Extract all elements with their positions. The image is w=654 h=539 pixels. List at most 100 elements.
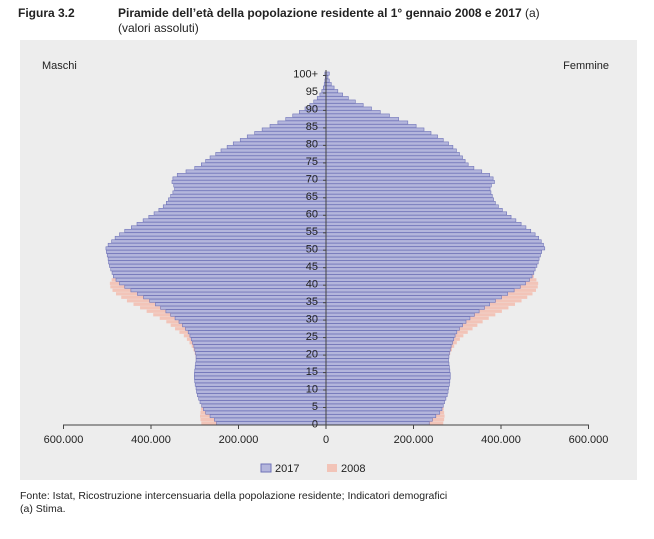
bar-2017-female-age-8: [325, 393, 448, 398]
bar-2017-male-age-68: [173, 183, 327, 188]
figure-title-note-marker: (a): [524, 6, 540, 20]
bar-2017-female-age-65: [325, 194, 493, 198]
bar-2017-female-age-23: [325, 340, 453, 345]
bar-2017-female-age-97: [325, 82, 332, 87]
bar-2017-female-age-93: [325, 96, 349, 100]
bar-2017-female-age-7: [325, 396, 447, 401]
figure-number: Figura 3.2: [18, 6, 75, 20]
bar-2017-female-age-44: [325, 267, 536, 272]
bar-2017-male-age-22: [193, 344, 327, 349]
chart-legend: 2017 2008: [260, 463, 365, 475]
bar-2017-male-age-43: [111, 270, 327, 275]
age-tick-label: 75: [306, 156, 318, 168]
legend-swatch-2008: [327, 464, 337, 472]
bar-2017-female-age-72: [325, 169, 483, 174]
bar-2017-female-age-18: [325, 358, 449, 363]
bar-2017-female-age-79: [325, 145, 454, 149]
legend-swatch-2017: [260, 463, 272, 473]
bar-2017-male-age-48: [106, 253, 327, 258]
bar-2017-male-age-37: [137, 291, 327, 296]
bar-2017-female-age-1: [325, 417, 433, 422]
bar-2017-female-age-66: [325, 190, 492, 195]
figure-subtitle: (valori assoluti): [118, 21, 199, 35]
bar-2017-female-age-15: [325, 368, 451, 373]
bar-2017-female-age-35: [325, 298, 496, 303]
age-tick-label: 20: [306, 348, 318, 360]
bar-2017-female-age-30: [325, 316, 471, 321]
bar-2017-female-age-74: [325, 162, 469, 167]
bar-2017-female-age-85: [325, 124, 417, 128]
bar-2017-female-age-59: [325, 215, 512, 219]
bar-2017-male-age-55: [124, 228, 327, 233]
series-2017-bars: [105, 71, 546, 426]
bar-2017-male-age-56: [131, 225, 327, 230]
bar-2017-female-age-17: [325, 361, 450, 366]
bar-2017-female-age-95: [325, 89, 339, 93]
bar-2017-male-age-35: [149, 298, 327, 303]
bar-2017-female-age-58: [325, 218, 517, 223]
bar-2017-female-age-22: [325, 344, 452, 349]
bar-2017-female-age-63: [325, 201, 496, 205]
x-tick-label: 200.000: [394, 434, 434, 446]
figure-title-text: Piramide dell’età della popolazione resi…: [118, 6, 522, 20]
bar-2017-male-age-86: [277, 120, 327, 125]
bar-2017-female-age-80: [325, 141, 449, 146]
bar-2017-female-age-28: [325, 323, 463, 328]
bar-2017-male-age-1: [214, 417, 327, 422]
age-tick-label: 50: [306, 244, 318, 256]
bar-2017-female-age-16: [325, 365, 450, 370]
bar-2017-male-age-62: [162, 204, 327, 209]
bar-2017-male-age-46: [108, 260, 327, 265]
age-tick-label: 85: [306, 121, 318, 133]
bar-2017-female-age-9: [325, 389, 449, 394]
bar-2017-male-age-32: [165, 309, 327, 314]
bar-2017-male-age-44: [110, 267, 327, 272]
bar-2017-female-age-54: [325, 232, 536, 237]
bar-2017-female-age-46: [325, 260, 539, 265]
bar-2017-male-age-52: [111, 239, 327, 244]
bar-2017-female-age-48: [325, 253, 541, 258]
bar-2017-female-age-78: [325, 148, 457, 153]
bar-2017-male-age-2: [209, 414, 327, 419]
bar-2017-male-age-59: [148, 215, 327, 219]
bar-2017-male-age-27: [185, 326, 327, 331]
bar-2017-male-age-71: [176, 173, 327, 177]
bar-2017-male-age-53: [114, 235, 327, 240]
x-tick-label: 200.000: [219, 434, 259, 446]
bar-2017-female-age-47: [325, 256, 540, 261]
age-tick-label: 10: [306, 383, 318, 395]
bar-2017-male-age-95: [321, 89, 327, 93]
age-tick-label: 5: [312, 401, 318, 413]
bar-2017-male-age-45: [109, 263, 327, 268]
bar-2017-male-age-47: [107, 256, 327, 261]
bar-2017-male-age-3: [205, 410, 327, 415]
age-tick-label: 15: [306, 366, 318, 378]
bar-2017-male-age-50: [105, 246, 327, 251]
bar-2017-female-age-32: [325, 309, 480, 314]
bar-2017-male-age-29: [178, 319, 327, 324]
bar-2017-male-age-38: [130, 288, 327, 293]
age-tick-label: 55: [306, 226, 318, 238]
x-tick-label: 0: [323, 434, 329, 446]
bar-2017-female-age-68: [325, 183, 492, 188]
bar-2017-female-age-84: [325, 127, 425, 132]
bar-2017-female-age-67: [325, 187, 491, 191]
bar-2017-female-age-36: [325, 295, 502, 300]
age-tick-label: 65: [306, 191, 318, 203]
bar-2017-female-age-5: [325, 403, 444, 408]
age-tick-label: 100+: [293, 69, 318, 81]
bar-2017-female-age-20: [325, 351, 450, 356]
bar-2017-female-age-39: [325, 284, 521, 289]
bar-2017-female-age-71: [325, 173, 490, 177]
bar-2017-female-age-60: [325, 211, 507, 216]
bar-2017-female-age-87: [325, 117, 399, 121]
bar-2017-female-age-27: [325, 326, 460, 331]
bar-2017-female-age-43: [325, 270, 535, 275]
bar-2017-male-age-0: [216, 421, 327, 426]
bar-2017-female-age-77: [325, 152, 460, 156]
bar-2017-female-age-76: [325, 155, 463, 160]
bar-2017-male-age-28: [182, 323, 327, 328]
bar-2017-female-age-56: [325, 225, 527, 230]
bar-2017-female-age-0: [325, 421, 430, 426]
bar-2017-female-age-40: [325, 281, 526, 286]
